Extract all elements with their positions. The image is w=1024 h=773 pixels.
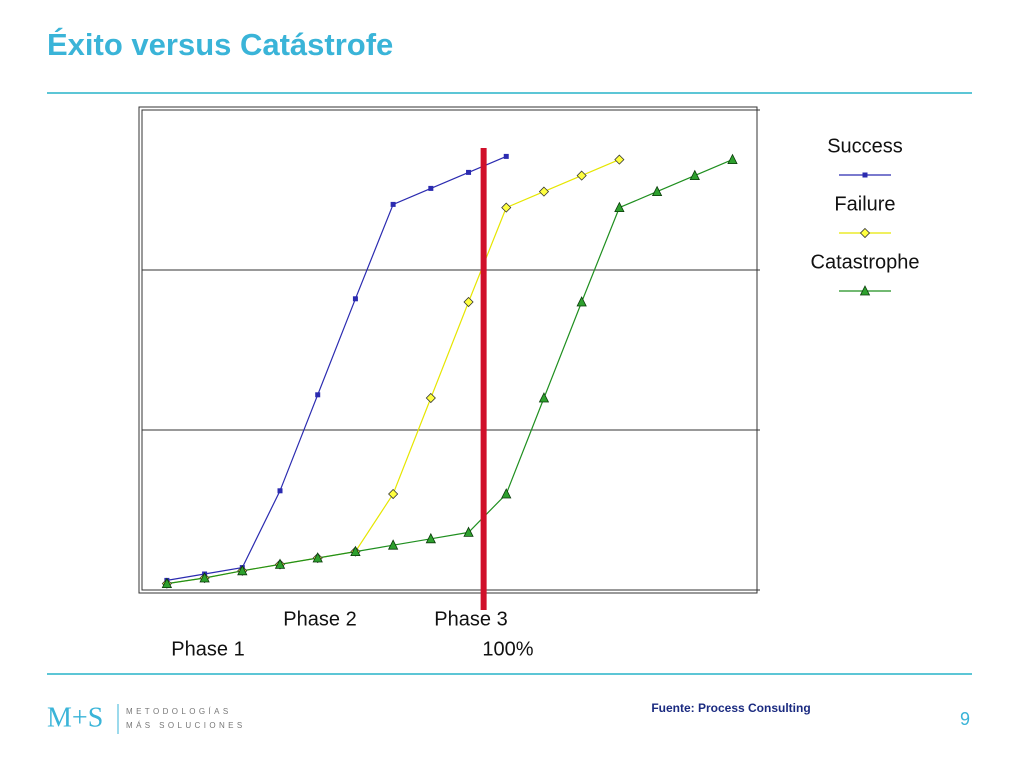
marker (463, 526, 474, 537)
legend-label: Failure (834, 193, 895, 215)
page-number: 9 (960, 709, 970, 729)
marker (425, 392, 436, 404)
annotation: Phase 2 (283, 608, 356, 630)
marker (199, 572, 210, 583)
marker (388, 488, 399, 500)
marker (576, 170, 587, 181)
marker (350, 545, 361, 556)
marker (538, 186, 550, 197)
legend-marker (859, 285, 871, 296)
marker (651, 185, 663, 197)
marker (387, 539, 399, 550)
marker (463, 296, 474, 308)
marker (501, 488, 512, 499)
annotation: Phase 3 (434, 608, 507, 630)
marker (614, 154, 625, 165)
marker (277, 488, 283, 494)
annotation: 100% (482, 638, 533, 660)
marker (727, 153, 738, 165)
marker (576, 296, 587, 307)
series-line (166, 159, 733, 585)
marker (614, 201, 625, 213)
source: Fuente: Process Consulting (651, 701, 810, 715)
marker (501, 202, 512, 213)
marker (538, 392, 550, 403)
annotation: Phase 1 (171, 638, 244, 660)
marker (390, 201, 396, 207)
plot-frame (138, 106, 758, 594)
slide-title: Éxito versus Catástrofe (47, 27, 393, 62)
legend-label: Success (827, 135, 903, 157)
marker (425, 532, 436, 544)
legend-marker (859, 227, 871, 239)
logo-text: METODOLOGÍAS (126, 707, 232, 716)
marker (503, 153, 509, 159)
marker (315, 392, 321, 398)
marker (352, 296, 358, 302)
series-line (166, 155, 507, 581)
marker (689, 169, 700, 181)
marker (466, 169, 472, 175)
series-line (166, 159, 620, 585)
marker (428, 185, 434, 191)
logo-mark: M+S (47, 702, 103, 733)
legend-label: Catastrophe (811, 251, 920, 273)
marker (161, 577, 173, 588)
legend-marker (862, 172, 868, 178)
marker (312, 552, 323, 563)
logo-text: MÁS SOLUCIONES (126, 721, 246, 730)
marker (274, 558, 286, 569)
marker (237, 564, 248, 576)
